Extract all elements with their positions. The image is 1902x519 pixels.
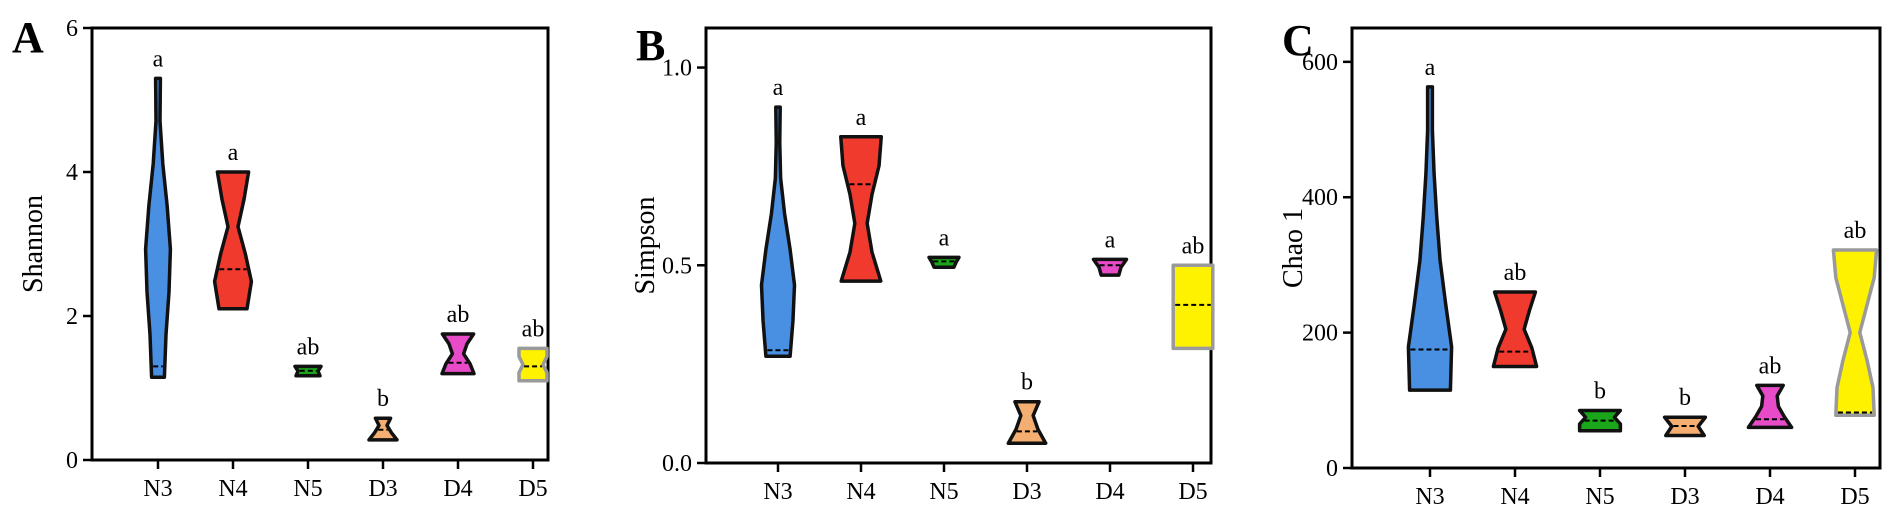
plot-frame [1350,26,1882,470]
significance-label: a [773,75,784,101]
y-tick-label: 6 [66,16,78,42]
significance-label: ab [447,302,470,328]
chart-panel-c: C Chao 1 0 200 400 600 a N3 ab N4 b N5 b D3 ab D4 ab D5 [1278,16,1882,510]
plot-frame [704,26,1213,465]
x-tick-label: D3 [1012,479,1041,505]
chart-panel-a: A Shannon 0 2 4 6 a N3 a N4 ab N5 b D3 ab D4 ab D5 [12,13,550,502]
y-tick-label: 0 [1326,456,1338,482]
x-tick-label: D3 [368,476,397,502]
y-tick-label: 2 [66,304,78,330]
chart-panel-b: B Simpson 0.0 0.5 1.0 a N3 a N4 a N5 b D3 a D4 ab D5 [630,21,1215,505]
significance-label: ab [522,316,545,342]
violin-n3 [143,76,173,379]
x-tick-label: D3 [1670,484,1699,510]
x-tick-label: D5 [1840,484,1869,510]
violin-n3 [1406,85,1454,392]
x-tick-label: N5 [1585,484,1614,510]
violin-n4 [1491,290,1539,369]
y-tick-label: 400 [1302,185,1338,211]
y-tick-label: 0.5 [662,253,692,279]
violin-d5 [1831,248,1879,417]
significance-label: a [228,140,239,166]
violin-d4 [440,332,476,376]
significance-label: b [377,386,389,412]
panel-letter: C [1282,16,1314,65]
y-axis-label: Simpson [630,196,661,294]
x-tick-label: N5 [293,476,322,502]
significance-label: b [1021,370,1033,396]
x-tick-label: N4 [1500,484,1529,510]
violin-d4 [1091,257,1129,277]
y-axis-label: Chao 1 [1278,208,1309,288]
y-tick-label: 0.0 [662,451,692,477]
y-tick-label: 1.0 [662,56,692,82]
significance-label: a [153,46,164,72]
panel-letter: B [636,21,665,70]
x-tick-label: D5 [1178,479,1207,505]
x-tick-label: D4 [443,476,472,502]
significance-label: ab [1844,218,1867,244]
x-tick-label: N3 [1415,484,1444,510]
significance-label: a [1105,227,1116,253]
significance-label: ab [297,334,320,360]
x-tick-label: N4 [846,479,875,505]
x-tick-label: D4 [1095,479,1124,505]
x-tick-label: D5 [518,476,547,502]
violin-d3 [1006,399,1048,445]
y-tick-label: 600 [1302,50,1338,76]
significance-label: ab [1759,353,1782,379]
violin-n4 [839,135,883,283]
significance-label: b [1679,385,1691,411]
violin-d4 [1746,383,1794,430]
y-tick-label: 200 [1302,321,1338,347]
x-tick-label: D4 [1755,484,1784,510]
violin-d5 [517,346,549,383]
x-tick-label: N3 [763,479,792,505]
x-tick-label: N5 [929,479,958,505]
significance-label: a [1425,55,1436,81]
panel-letter: A [12,13,44,62]
violin-n3 [759,105,797,358]
significance-label: ab [1182,233,1205,259]
significance-label: a [939,225,950,251]
y-tick-label: 4 [66,160,78,186]
significance-label: a [856,105,867,131]
plot-frame [90,26,550,462]
y-tick-label: 0 [66,448,78,474]
x-tick-label: N3 [143,476,172,502]
y-axis-label: Shannon [18,195,49,293]
significance-label: b [1594,378,1606,404]
x-tick-label: N4 [218,476,247,502]
violin-d5 [1171,263,1215,351]
violin-n5 [1577,408,1623,433]
violin-n4 [212,170,254,311]
significance-label: ab [1504,260,1527,286]
